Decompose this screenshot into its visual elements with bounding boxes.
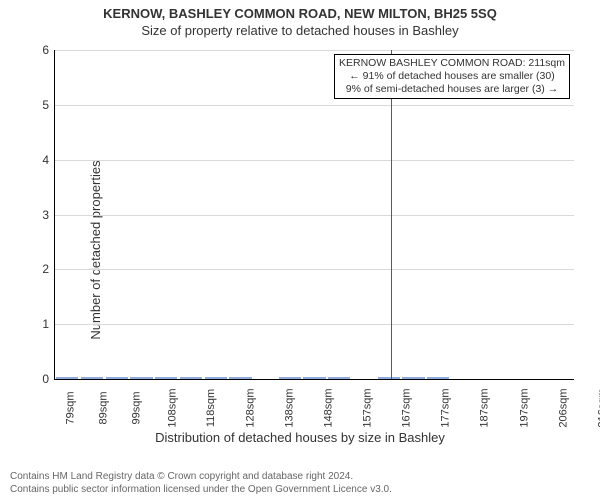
x-tick: 177sqm	[426, 380, 465, 392]
bar	[106, 377, 128, 379]
bar	[81, 377, 103, 379]
plot-area: 0123456 KERNOW BASHLEY COMMON ROAD: 211s…	[54, 50, 574, 380]
x-tick: 157sqm	[348, 380, 387, 392]
bar-slot	[179, 377, 204, 379]
y-tick-label: 4	[42, 153, 55, 167]
annotation-line1: KERNOW BASHLEY COMMON ROAD: 211sqm	[339, 57, 565, 70]
x-tick: 187sqm	[465, 380, 504, 392]
x-tick-label: 89sqm	[98, 391, 110, 424]
bar-slot	[129, 377, 154, 379]
bar	[402, 377, 424, 379]
bar-slot	[203, 377, 228, 379]
x-tick: 99sqm	[120, 380, 153, 392]
x-tick: 89sqm	[87, 380, 120, 392]
bar	[56, 377, 78, 379]
bar-slot	[154, 377, 179, 379]
x-tick: 197sqm	[505, 380, 544, 392]
bar	[229, 377, 251, 379]
x-tick: 128sqm	[231, 380, 270, 392]
annotation-line2: ← 91% of detached houses are smaller (30…	[339, 70, 565, 83]
bar	[205, 377, 227, 379]
bar-slot	[104, 377, 129, 379]
y-tick-label: 6	[42, 43, 55, 57]
x-tick: 148sqm	[309, 380, 348, 392]
bar	[180, 377, 202, 379]
x-tick-label: 138sqm	[283, 388, 295, 427]
x-tick: 108sqm	[153, 380, 192, 392]
bar-slot	[327, 377, 352, 379]
x-tick-label: 108sqm	[167, 388, 179, 427]
x-tick: 216sqm	[583, 380, 600, 392]
x-tick: 79sqm	[54, 380, 87, 392]
x-tick-label: 167sqm	[401, 388, 413, 427]
bar	[130, 377, 152, 379]
x-tick-label: 177sqm	[440, 388, 452, 427]
x-tick-label: 216sqm	[596, 388, 600, 427]
page-subtitle: Size of property relative to detached ho…	[0, 21, 600, 38]
y-tick-label: 1	[42, 317, 55, 331]
bar-slot	[376, 377, 401, 379]
x-axis-label: Distribution of detached houses by size …	[0, 430, 600, 445]
x-tick-label: 148sqm	[322, 388, 334, 427]
x-tick-label: 157sqm	[362, 388, 374, 427]
bar	[378, 377, 400, 379]
x-tick: 167sqm	[387, 380, 426, 392]
footer-line1: Contains HM Land Registry data © Crown c…	[10, 471, 392, 484]
bar-slot	[228, 377, 253, 379]
x-tick: 206sqm	[544, 380, 583, 392]
bar	[155, 377, 177, 379]
bar-slot	[277, 377, 302, 379]
x-tick-label: 79sqm	[65, 391, 77, 424]
bar-slot	[426, 377, 451, 379]
attribution-footer: Contains HM Land Registry data © Crown c…	[10, 471, 392, 496]
bar-slot	[80, 377, 105, 379]
x-ticks: 79sqm89sqm99sqm108sqm118sqm128sqm138sqm1…	[54, 380, 574, 392]
page-title: KERNOW, BASHLEY COMMON ROAD, NEW MILTON,…	[0, 0, 600, 21]
bar	[328, 377, 350, 379]
footer-line2: Contains public sector information licen…	[10, 484, 392, 497]
y-tick-label: 2	[42, 262, 55, 276]
bar	[303, 377, 325, 379]
x-tick: 118sqm	[192, 380, 230, 392]
bar-slot	[401, 377, 426, 379]
x-tick-label: 187sqm	[479, 388, 491, 427]
bar-chart: 0123456 KERNOW BASHLEY COMMON ROAD: 211s…	[54, 50, 574, 380]
bar-slot	[55, 377, 80, 379]
x-tick-label: 128sqm	[244, 388, 256, 427]
x-tick-label: 118sqm	[205, 389, 217, 427]
annotation-line3: 9% of semi-detached houses are larger (3…	[339, 83, 565, 96]
x-tick-label: 99sqm	[131, 391, 143, 424]
y-tick-label: 3	[42, 208, 55, 222]
y-tick-label: 5	[42, 98, 55, 112]
bar	[279, 377, 301, 379]
x-tick: 138sqm	[270, 380, 309, 392]
x-tick-label: 197sqm	[518, 388, 530, 427]
bar-slot	[302, 377, 327, 379]
bar	[427, 377, 449, 379]
annotation-box: KERNOW BASHLEY COMMON ROAD: 211sqm ← 91%…	[334, 54, 570, 99]
x-tick-label: 206sqm	[557, 388, 569, 427]
